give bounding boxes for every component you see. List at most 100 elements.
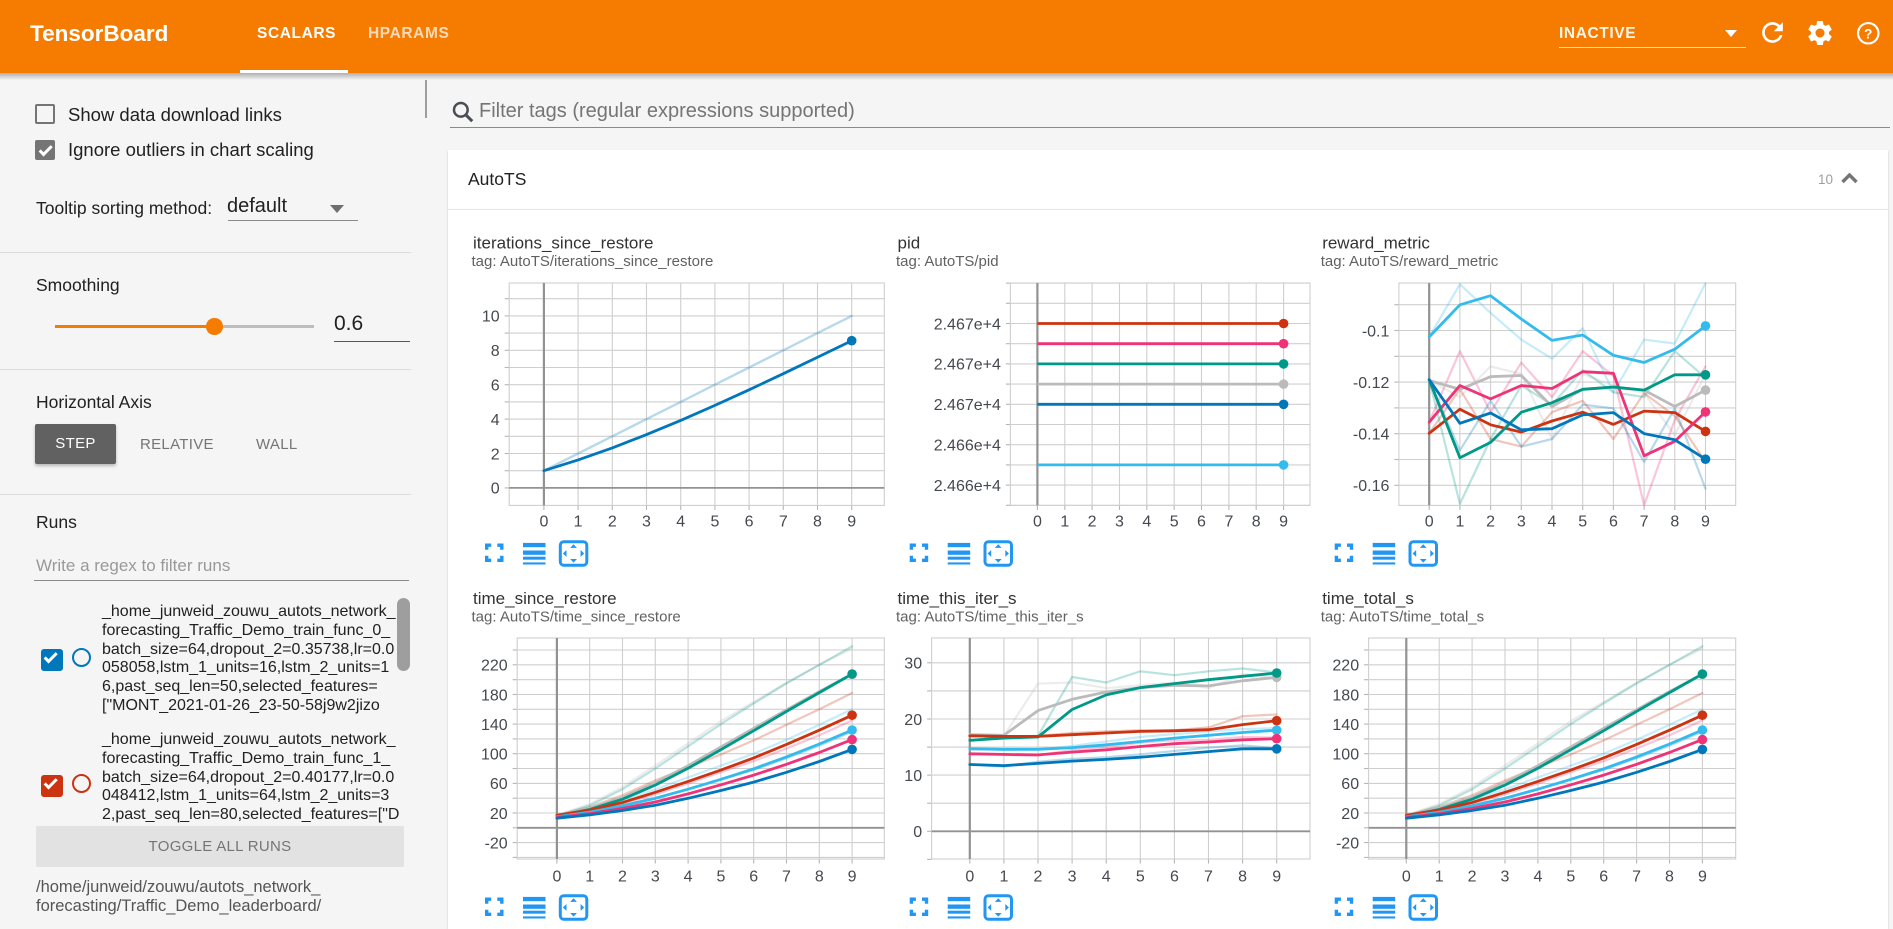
svg-text:7: 7	[782, 869, 791, 886]
svg-text:2.467e+4: 2.467e+4	[934, 397, 1001, 414]
svg-text:8: 8	[1252, 514, 1261, 531]
svg-text:140: 140	[481, 717, 508, 734]
svg-text:7: 7	[1632, 869, 1641, 886]
svg-text:7: 7	[1640, 514, 1649, 531]
svg-text:100: 100	[1332, 747, 1359, 764]
svg-text:9: 9	[847, 514, 856, 531]
svg-text:8: 8	[1665, 869, 1674, 886]
svg-text:100: 100	[481, 747, 508, 764]
svg-text:6: 6	[1609, 514, 1618, 531]
svg-text:8: 8	[1670, 514, 1679, 531]
svg-text:0: 0	[913, 824, 922, 841]
svg-text:9: 9	[1698, 869, 1707, 886]
svg-text:7: 7	[779, 514, 788, 531]
svg-text:tag: AutoTS/iterations_since_r: tag: AutoTS/iterations_since_restore	[472, 253, 714, 270]
svg-text:0: 0	[1402, 869, 1411, 886]
svg-text:tag: AutoTS/time_total_s: tag: AutoTS/time_total_s	[1321, 609, 1484, 626]
svg-text:1: 1	[1455, 514, 1464, 531]
svg-text:8: 8	[1238, 869, 1247, 886]
svg-text:8: 8	[813, 514, 822, 531]
svg-text:tag: AutoTS/pid: tag: AutoTS/pid	[896, 253, 999, 270]
svg-text:140: 140	[1332, 717, 1359, 734]
svg-text:9: 9	[848, 869, 857, 886]
svg-text:2: 2	[491, 446, 500, 463]
svg-text:10: 10	[482, 309, 500, 326]
svg-text:5: 5	[1170, 514, 1179, 531]
svg-text:6: 6	[491, 378, 500, 395]
svg-text:3: 3	[642, 514, 651, 531]
svg-text:9: 9	[1701, 514, 1710, 531]
svg-text:220: 220	[1332, 658, 1359, 675]
svg-text:6: 6	[1599, 869, 1608, 886]
svg-text:8: 8	[491, 343, 500, 360]
svg-text:4: 4	[684, 869, 693, 886]
svg-text:-0.16: -0.16	[1353, 478, 1390, 495]
svg-text:3: 3	[1115, 514, 1124, 531]
svg-text:20: 20	[1341, 806, 1359, 823]
svg-text:9: 9	[1272, 869, 1281, 886]
svg-text:2.467e+4: 2.467e+4	[934, 316, 1001, 333]
svg-text:2.467e+4: 2.467e+4	[934, 357, 1001, 374]
svg-text:1: 1	[1060, 514, 1069, 531]
svg-text:3: 3	[1068, 869, 1077, 886]
svg-text:0: 0	[1033, 514, 1042, 531]
svg-text:7: 7	[1204, 869, 1213, 886]
svg-text:5: 5	[710, 514, 719, 531]
svg-text:6: 6	[749, 869, 758, 886]
svg-text:2.466e+4: 2.466e+4	[934, 438, 1001, 455]
svg-text:2.466e+4: 2.466e+4	[934, 478, 1001, 495]
svg-text:4: 4	[1142, 514, 1151, 531]
svg-text:2: 2	[1486, 514, 1495, 531]
svg-text:0: 0	[1425, 514, 1434, 531]
svg-text:7: 7	[1224, 514, 1233, 531]
svg-text:4: 4	[676, 514, 685, 531]
svg-text:60: 60	[1341, 776, 1359, 793]
svg-text:3: 3	[651, 869, 660, 886]
svg-text:0: 0	[491, 481, 500, 498]
svg-text:20: 20	[904, 712, 922, 729]
svg-text:time_this_iter_s: time_this_iter_s	[898, 589, 1017, 608]
svg-text:20: 20	[490, 806, 508, 823]
svg-text:8: 8	[815, 869, 824, 886]
svg-text:pid: pid	[898, 234, 921, 253]
svg-text:60: 60	[490, 776, 508, 793]
svg-text:2: 2	[618, 869, 627, 886]
svg-text:reward_metric: reward_metric	[1322, 234, 1430, 253]
svg-text:4: 4	[1102, 869, 1111, 886]
svg-text:time_total_s: time_total_s	[1322, 589, 1414, 608]
svg-text:180: 180	[481, 687, 508, 704]
svg-text:3: 3	[1501, 869, 1510, 886]
svg-text:6: 6	[1197, 514, 1206, 531]
svg-text:time_since_restore: time_since_restore	[473, 589, 617, 608]
svg-text:-0.12: -0.12	[1353, 375, 1390, 392]
svg-text:1: 1	[574, 514, 583, 531]
svg-text:?: ?	[1864, 26, 1872, 41]
svg-text:-20: -20	[1336, 835, 1359, 852]
svg-text:1: 1	[585, 869, 594, 886]
svg-text:0: 0	[539, 514, 548, 531]
svg-text:2: 2	[1468, 869, 1477, 886]
svg-text:5: 5	[1136, 869, 1145, 886]
svg-text:2: 2	[608, 514, 617, 531]
svg-text:iterations_since_restore: iterations_since_restore	[473, 234, 653, 253]
svg-text:tag: AutoTS/reward_metric: tag: AutoTS/reward_metric	[1321, 253, 1499, 270]
svg-text:tag: AutoTS/time_since_restore: tag: AutoTS/time_since_restore	[472, 609, 681, 626]
svg-text:2: 2	[1034, 869, 1043, 886]
svg-text:0: 0	[552, 869, 561, 886]
svg-text:180: 180	[1332, 687, 1359, 704]
svg-text:6: 6	[1170, 869, 1179, 886]
svg-text:6: 6	[745, 514, 754, 531]
svg-text:-0.1: -0.1	[1362, 323, 1390, 340]
svg-text:5: 5	[1566, 869, 1575, 886]
svg-text:3: 3	[1517, 514, 1526, 531]
svg-text:5: 5	[716, 869, 725, 886]
svg-text:1: 1	[999, 869, 1008, 886]
svg-text:4: 4	[1533, 869, 1542, 886]
svg-text:-0.14: -0.14	[1353, 427, 1390, 444]
svg-text:9: 9	[1279, 514, 1288, 531]
svg-text:220: 220	[481, 658, 508, 675]
svg-text:tag: AutoTS/time_this_iter_s: tag: AutoTS/time_this_iter_s	[896, 609, 1084, 626]
svg-text:4: 4	[1548, 514, 1557, 531]
svg-text:1: 1	[1435, 869, 1444, 886]
svg-text:2: 2	[1088, 514, 1097, 531]
